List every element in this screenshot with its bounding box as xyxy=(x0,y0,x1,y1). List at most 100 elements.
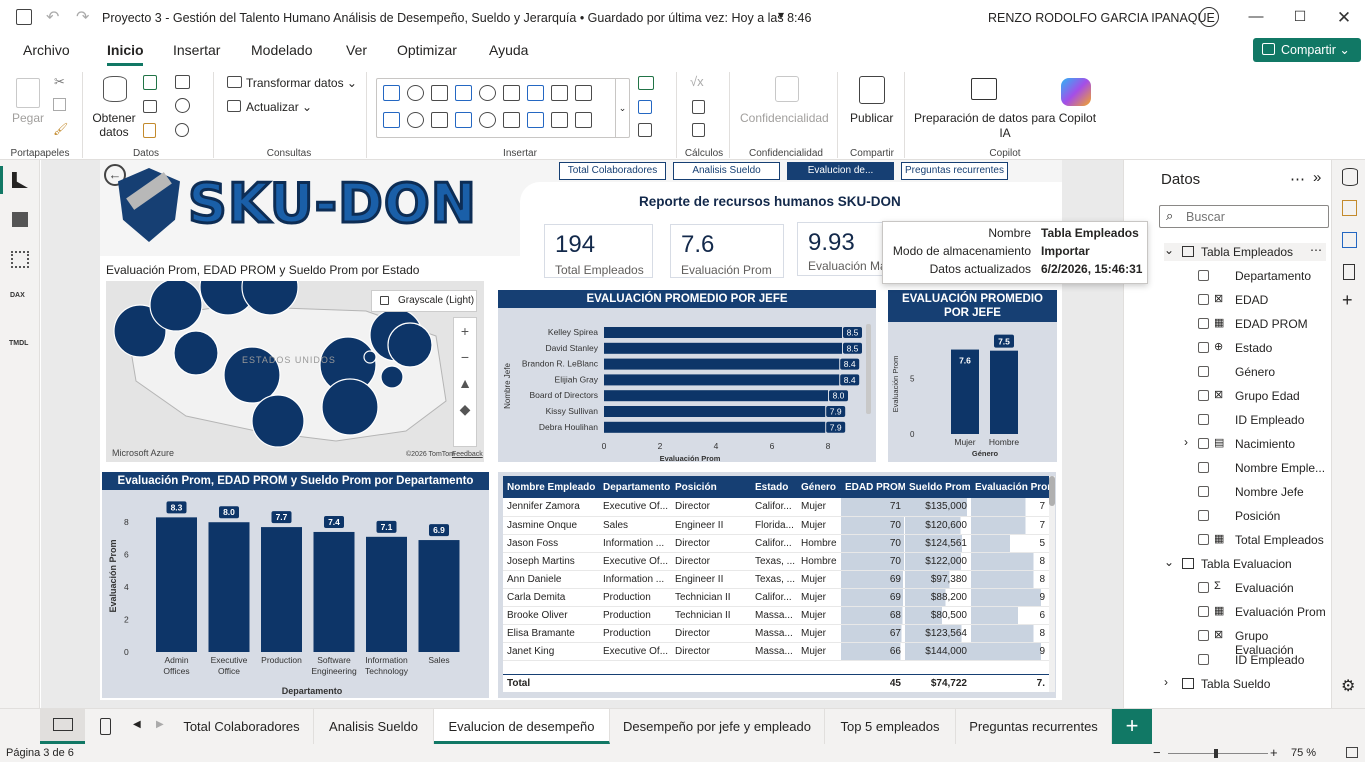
field-checkbox[interactable] xyxy=(1198,462,1209,473)
compass-icon[interactable]: ◆ xyxy=(459,401,471,417)
table-node[interactable]: › Tabla Sueldo xyxy=(1164,675,1326,693)
map-bubble[interactable] xyxy=(223,346,281,404)
recent-sources-icon[interactable] xyxy=(175,123,189,137)
map-bubble[interactable] xyxy=(363,350,377,364)
field-checkbox[interactable] xyxy=(1198,582,1209,593)
field-item[interactable]: ▦ EDAD PROM xyxy=(1198,315,1326,333)
map-bubble[interactable] xyxy=(380,365,404,389)
field-checkbox[interactable] xyxy=(1198,534,1209,545)
publish-button[interactable]: Publicar xyxy=(850,111,894,125)
field-checkbox[interactable] xyxy=(1198,270,1209,281)
bar[interactable] xyxy=(604,374,840,386)
field-item[interactable]: ID Empleado xyxy=(1198,411,1326,429)
expand-chevron-icon[interactable]: ⌄ xyxy=(1164,555,1175,569)
calculator-icon[interactable] xyxy=(692,100,705,114)
table-node[interactable]: ⌄ Tabla Empleados ⋯ xyxy=(1164,243,1326,261)
bar[interactable] xyxy=(604,342,842,354)
new-measure-icon[interactable]: √x xyxy=(690,74,704,89)
zoom-slider-thumb[interactable] xyxy=(1214,749,1218,758)
onelake-icon[interactable] xyxy=(143,100,157,113)
tab-evaluacion-desempeno[interactable]: Evalucion de desempeño xyxy=(434,709,610,744)
publish-icon[interactable] xyxy=(859,76,885,104)
back-arrow-icon[interactable]: ← xyxy=(104,164,126,186)
bookmark-icon[interactable] xyxy=(1343,264,1355,280)
paste-button[interactable]: Pegar xyxy=(12,111,45,125)
menu-ver[interactable]: Ver xyxy=(346,42,368,58)
fit-page-icon[interactable] xyxy=(1346,747,1358,758)
cut-icon[interactable]: ✂ xyxy=(54,74,65,89)
dax-view-icon[interactable]: DAX xyxy=(10,292,25,299)
more-visuals-icon[interactable] xyxy=(638,123,652,137)
visual-type-icon[interactable] xyxy=(575,112,592,128)
redo-icon[interactable]: ↷ xyxy=(76,9,90,26)
visual-type-icon[interactable] xyxy=(455,112,472,128)
visual-type-icon[interactable] xyxy=(527,112,544,128)
table-node[interactable]: ⌄ Tabla Evaluacion xyxy=(1164,555,1326,573)
field-checkbox[interactable] xyxy=(1198,318,1209,329)
quick-measure-icon[interactable] xyxy=(692,123,705,137)
map-bubble[interactable] xyxy=(387,322,433,368)
sensitivity-button[interactable]: Confidencialidad xyxy=(740,111,829,125)
sql-icon[interactable] xyxy=(143,123,156,138)
table-row[interactable]: Ann Daniele Information ... Engineer II Tex… xyxy=(503,570,1049,589)
field-checkbox[interactable] xyxy=(1198,342,1209,353)
table-row[interactable]: Joseph Martins Executive Of... Director Tex… xyxy=(503,552,1049,571)
visual-type-icon[interactable] xyxy=(479,85,496,101)
tab-top5[interactable]: Top 5 empleados xyxy=(825,709,956,744)
mobile-layout-icon[interactable] xyxy=(100,718,111,735)
visual-type-icon[interactable] xyxy=(431,85,448,101)
expand-pane-icon[interactable]: » xyxy=(1313,169,1322,186)
bar[interactable] xyxy=(604,406,826,417)
copilot-prep-icon[interactable] xyxy=(971,78,997,100)
field-checkbox[interactable] xyxy=(1198,486,1209,497)
bar[interactable] xyxy=(604,421,826,433)
bar[interactable] xyxy=(604,358,840,370)
field-checkbox[interactable] xyxy=(1198,414,1209,425)
report-view-icon[interactable] xyxy=(12,172,28,188)
format-painter-icon[interactable]: 🖌 xyxy=(53,122,69,136)
field-checkbox[interactable] xyxy=(1198,606,1209,617)
tab-desempeno-jefe[interactable]: Desempeño por jefe y empleado xyxy=(610,709,825,744)
visual-type-icon[interactable] xyxy=(383,85,400,101)
search-input[interactable] xyxy=(1186,208,1324,225)
field-checkbox[interactable] xyxy=(1198,630,1209,641)
visual-type-icon[interactable] xyxy=(503,112,520,128)
genero-chart[interactable]: Evaluación Prom 0 5 7.6 Mujer 7.5 Hombre Género xyxy=(888,322,1057,462)
field-checkbox[interactable] xyxy=(1198,654,1209,665)
nav-evaluacion[interactable]: Evalucion de... xyxy=(787,162,894,180)
database-icon[interactable] xyxy=(103,76,127,102)
field-item[interactable]: Σ Evaluación xyxy=(1198,579,1326,597)
visual-type-icon[interactable] xyxy=(551,112,568,128)
new-visual-icon[interactable] xyxy=(638,76,654,90)
expand-chevron-icon[interactable]: › xyxy=(1164,675,1168,689)
table-row[interactable]: Brooke Oliver Production Technician II Mass… xyxy=(503,606,1049,625)
menu-modelado[interactable]: Modelado xyxy=(251,42,313,58)
search-box[interactable]: ⌕ xyxy=(1159,205,1329,228)
menu-insertar[interactable]: Insertar xyxy=(173,42,221,58)
column-header[interactable]: Género xyxy=(797,476,841,498)
map-bubble[interactable] xyxy=(149,281,203,332)
field-item[interactable]: ⊠ EDAD xyxy=(1198,291,1326,309)
visual-type-icon[interactable] xyxy=(431,112,448,128)
jefe-chart[interactable]: Nombre Jefe Kelley Spirea 8.5 David Stanley… xyxy=(498,308,876,462)
field-item[interactable]: ⊠ Grupo Evaluación xyxy=(1198,627,1326,657)
table-view-icon[interactable] xyxy=(12,212,28,227)
prev-page-icon[interactable]: ◀ xyxy=(133,719,141,730)
bar[interactable] xyxy=(418,540,460,652)
field-item[interactable]: Posición xyxy=(1198,507,1326,525)
copilot-icon[interactable] xyxy=(1061,78,1091,106)
visual-type-icon[interactable] xyxy=(383,112,400,128)
text-box-icon[interactable] xyxy=(638,100,652,114)
nav-preguntas[interactable]: Preguntas recurrentes xyxy=(901,162,1008,180)
data-pane-icon[interactable] xyxy=(1342,168,1358,186)
bar[interactable] xyxy=(604,390,828,402)
bar[interactable] xyxy=(990,350,1018,434)
bar[interactable] xyxy=(366,536,407,652)
column-header[interactable]: Evaluación Prom xyxy=(971,476,1049,498)
table-row[interactable]: Jennifer Zamora Executive Of... Director Ca… xyxy=(503,498,1049,517)
field-item[interactable]: ▦ Total Empleados xyxy=(1198,531,1326,549)
gallery-expand-icon[interactable]: ⌄ xyxy=(615,79,629,137)
bar[interactable] xyxy=(951,349,979,434)
field-item[interactable]: Género xyxy=(1198,363,1326,381)
